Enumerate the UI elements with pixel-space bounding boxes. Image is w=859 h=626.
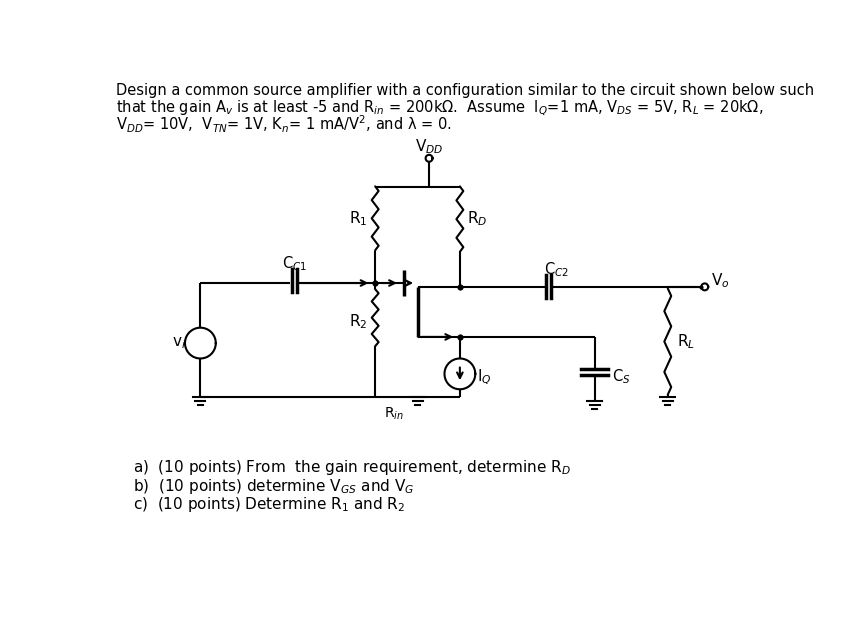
Text: b)  (10 points) determine V$_{GS}$ and V$_G$: b) (10 points) determine V$_{GS}$ and V$… — [132, 477, 414, 496]
Text: V$_{DD}$= 10V,  V$_{TN}$= 1V, K$_n$= 1 mA/V$^2$, and λ = 0.: V$_{DD}$= 10V, V$_{TN}$= 1V, K$_n$= 1 mA… — [116, 114, 452, 135]
Text: R$_{in}$: R$_{in}$ — [385, 406, 405, 422]
Text: c)  (10 points) Determine R$_1$ and R$_2$: c) (10 points) Determine R$_1$ and R$_2$ — [132, 495, 405, 515]
Text: V$_{DD}$: V$_{DD}$ — [415, 137, 443, 156]
Text: v$_i$: v$_i$ — [172, 336, 186, 351]
Text: that the gain A$_v$ is at least -5 and R$_{in}$ = 200kΩ.  Assume  I$_Q$=1 mA, V$: that the gain A$_v$ is at least -5 and R… — [116, 98, 763, 118]
Text: C$_{C1}$: C$_{C1}$ — [282, 254, 307, 273]
Text: R$_L$: R$_L$ — [677, 332, 695, 351]
Text: R$_D$: R$_D$ — [466, 210, 487, 228]
Text: C$_S$: C$_S$ — [612, 367, 631, 386]
Text: R$_1$: R$_1$ — [349, 209, 368, 228]
Text: I$_Q$: I$_Q$ — [478, 368, 492, 387]
Text: V$_o$: V$_o$ — [711, 271, 729, 290]
Text: a)  (10 points) From  the gain requirement, determine R$_D$: a) (10 points) From the gain requirement… — [132, 458, 570, 477]
Text: Design a common source amplifier with a configuration similar to the circuit sho: Design a common source amplifier with a … — [116, 83, 813, 98]
Text: C$_{C2}$: C$_{C2}$ — [544, 260, 569, 279]
Text: R$_2$: R$_2$ — [349, 312, 368, 331]
